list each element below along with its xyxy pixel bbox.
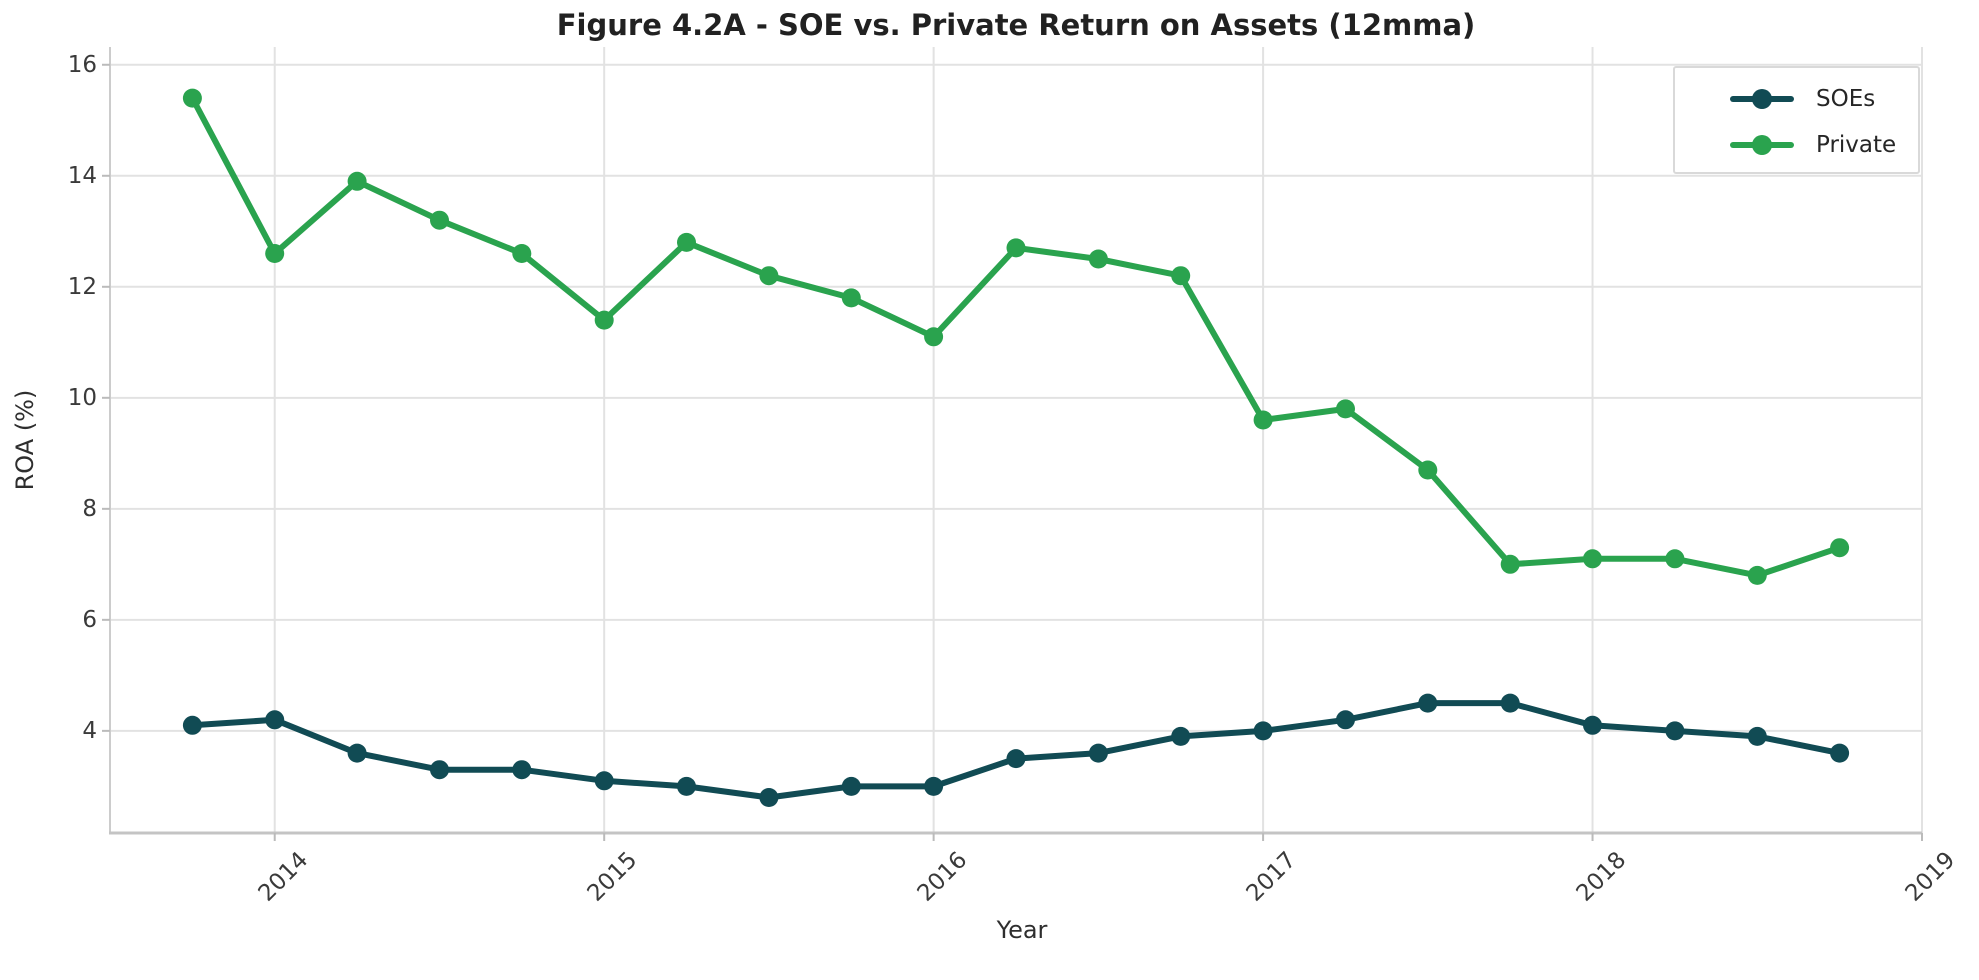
legend-item-soes: SOEs [1675, 82, 1918, 116]
private-data-point [1665, 549, 1685, 569]
private-data-point [1500, 554, 1520, 574]
soes-data-point [182, 715, 202, 735]
y-tick-label: 14 [67, 162, 97, 189]
private-data-point [841, 288, 861, 308]
soes-data-point [759, 788, 779, 807]
soes-data-point [1747, 726, 1767, 746]
chart-title: Figure 4.2A - SOE vs. Private Return on … [556, 8, 1476, 42]
private-data-point [182, 88, 202, 108]
soes-data-point [512, 760, 532, 780]
soes-data-point [1583, 715, 1602, 735]
soes-data-point [1500, 693, 1520, 713]
private-data-point [1088, 249, 1108, 269]
private-data-point [347, 171, 367, 191]
soes-data-point [347, 743, 367, 763]
private-data-point [1583, 549, 1602, 569]
soes-data-point [265, 710, 285, 730]
soes-data-point [1253, 721, 1273, 741]
soes-data-point [1830, 743, 1850, 763]
y-tick-label: 8 [82, 495, 97, 522]
y-tick-label: 16 [67, 51, 97, 78]
private-data-point [759, 266, 779, 286]
private-data-point [1006, 238, 1026, 258]
private-data-point [677, 232, 696, 252]
soes-data-point [1006, 749, 1026, 769]
private-data-point [1747, 565, 1767, 585]
private-legend-dot [1752, 135, 1772, 155]
y-tick-label: 12 [67, 273, 97, 300]
soes-data-point [1336, 710, 1355, 730]
private-data-point [924, 327, 944, 347]
private-data-point [512, 244, 532, 263]
legend: SOEs Private [1673, 66, 1920, 174]
private-data-point [1830, 538, 1850, 558]
private-data-point [1336, 399, 1355, 419]
private-data-point [1171, 266, 1191, 286]
private-data-point [265, 244, 285, 263]
soes-data-point [1418, 693, 1438, 713]
soes-data-point [841, 776, 861, 796]
legend-item-private: Private [1675, 128, 1918, 162]
soes-line-marker-icon [1730, 82, 1794, 116]
y-tick-label: 4 [82, 717, 97, 744]
soes-data-point [1665, 721, 1685, 741]
soes-data-point [594, 771, 614, 791]
soes-legend-dot [1752, 89, 1772, 109]
soes-data-point [924, 776, 944, 796]
legend-label-private: Private [1816, 132, 1897, 158]
y-tick-label: 10 [67, 384, 97, 411]
soes-data-point [1088, 743, 1108, 763]
private-data-point [594, 310, 614, 330]
legend-label-soes: SOEs [1816, 86, 1876, 112]
soes-data-point [430, 760, 449, 780]
soes-data-point [1171, 726, 1191, 746]
y-tick-label: 6 [82, 606, 97, 633]
private-data-point [430, 210, 449, 230]
soes-data-point [677, 776, 696, 796]
private-line-marker-icon [1730, 128, 1794, 162]
private-data-point [1253, 410, 1273, 430]
x-axis-title: Year [996, 916, 1048, 944]
private-data-point [1418, 460, 1438, 480]
